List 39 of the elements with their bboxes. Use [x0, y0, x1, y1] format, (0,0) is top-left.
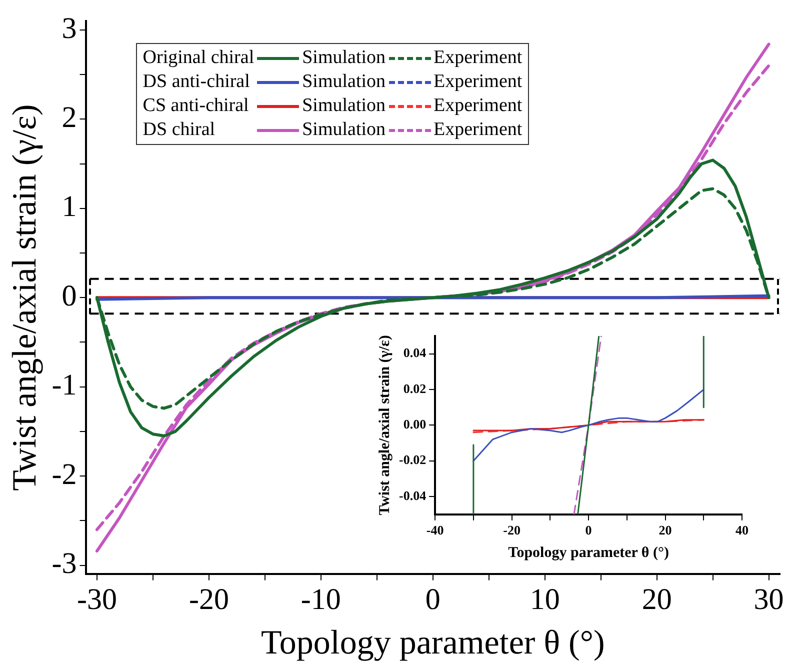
x-tick-label: -30 — [76, 583, 117, 616]
x-tick-label: -20 — [188, 583, 229, 616]
x-tick-label: -10 — [300, 583, 341, 616]
x-axis-title: Topology parameter θ (°) — [508, 544, 669, 561]
y-tick-label: 1 — [62, 190, 77, 224]
x-tick-label: 20 — [658, 522, 672, 538]
annotation: DS chiral — [142, 119, 216, 141]
y-tick-label: 0.04 — [403, 345, 427, 360]
x-tick-label: 40 — [736, 522, 748, 538]
legend-label: Experiment — [434, 71, 522, 93]
legend-label: Experiment — [434, 47, 522, 69]
y-tick-label: 0.02 — [403, 380, 426, 396]
legend-label: Experiment — [434, 119, 522, 141]
y-tick-label: 0 — [62, 279, 77, 312]
y-axis-title: Twist angle/axial strain (γ/ε) — [376, 335, 393, 516]
x-tick-label: 0 — [585, 522, 592, 538]
x-tick-label: -40 — [426, 522, 444, 538]
annotation: DS anti-chiral — [142, 71, 251, 93]
x-axis-title: Topology parameter θ (°) — [261, 624, 605, 662]
x-tick-label: 30 — [754, 583, 784, 616]
y-tick-label: -1 — [52, 368, 77, 402]
annotation: Original chiral — [142, 47, 254, 69]
annotation: CS anti-chiral — [142, 95, 250, 117]
y-tick-label: -0.04 — [398, 488, 427, 503]
legend-label: Simulation — [302, 47, 386, 69]
y-tick-label: 0.00 — [403, 416, 426, 432]
x-tick-label: 20 — [642, 583, 672, 616]
y-tick-label: -3 — [52, 547, 77, 580]
y-tick-label: -2 — [52, 458, 77, 491]
legend-label: Experiment — [434, 95, 522, 117]
legend-label: Simulation — [302, 95, 386, 117]
legend-label: Simulation — [302, 71, 386, 93]
y-axis-title: Twist angle/axial strain (γ/ε) — [6, 104, 44, 491]
y-tick-label: 2 — [62, 101, 77, 134]
x-tick-label: 10 — [530, 583, 560, 616]
y-tick-label: -0.02 — [398, 452, 426, 468]
x-tick-label: -20 — [503, 522, 520, 538]
legend-label: Simulation — [302, 119, 386, 141]
y-tick-label: 3 — [62, 12, 77, 45]
